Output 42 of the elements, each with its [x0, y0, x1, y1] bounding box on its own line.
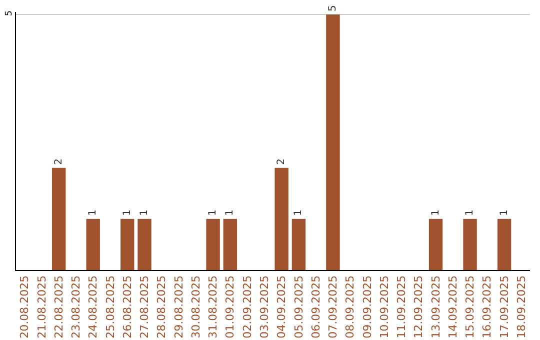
data-label: 2: [53, 158, 64, 165]
x-tick-label: 28.08.2025: [155, 275, 168, 338]
data-label: 1: [88, 210, 99, 216]
data-label: 1: [208, 210, 219, 216]
x-tick-label: 21.08.2025: [35, 275, 48, 338]
x-tick-label: 17.09.2025: [498, 275, 511, 338]
x-tick-label: 29.08.2025: [172, 275, 186, 338]
data-label: 1: [498, 210, 510, 216]
x-tick-label: 06.09.2025: [309, 275, 322, 338]
data-label: 1: [122, 210, 133, 216]
x-tick-label: 03.09.2025: [258, 275, 272, 338]
x-tick-label: 10.09.2025: [378, 275, 391, 338]
data-label: 1: [224, 210, 236, 216]
x-tick-label: 14.09.2025: [446, 275, 460, 338]
x-tick-label: 04.09.2025: [275, 275, 288, 338]
x-tick-label: 27.08.2025: [138, 275, 152, 338]
x-tick-label: 18.09.2025: [515, 275, 528, 338]
x-tick-label: 12.09.2025: [412, 275, 426, 338]
x-tick-label: 08.09.2025: [344, 275, 357, 338]
data-label: 5: [327, 5, 338, 12]
x-tick-label: 25.08.2025: [104, 275, 117, 338]
data-label: 1: [464, 210, 476, 216]
x-tick-label: 26.08.2025: [120, 275, 134, 338]
x-tick-label: 15.09.2025: [464, 275, 477, 338]
data-label: 1: [139, 210, 150, 216]
x-tick-label: 23.08.2025: [70, 275, 83, 338]
x-tick-label: 05.09.2025: [292, 275, 306, 338]
data-label: 1: [430, 210, 442, 216]
x-tick-label: 31.08.2025: [206, 275, 220, 338]
x-tick-label: 07.09.2025: [326, 275, 340, 338]
x-tick-label: 02.09.2025: [240, 275, 254, 338]
x-tick-label: 24.08.2025: [86, 275, 100, 338]
x-tick-label: 13.09.2025: [429, 275, 442, 338]
x-tick-label: 20.08.2025: [18, 275, 32, 338]
x-tick-label: 01.09.2025: [224, 275, 237, 338]
x-tick-label: 30.08.2025: [189, 275, 202, 338]
data-label: 1: [293, 210, 304, 216]
data-label: 2: [276, 158, 288, 165]
x-tick-label: 22.08.2025: [52, 275, 66, 338]
x-tick-label: 09.09.2025: [360, 275, 374, 338]
x-tick-label: 11.09.2025: [395, 275, 408, 338]
x-tick-label: 16.09.2025: [480, 275, 494, 338]
